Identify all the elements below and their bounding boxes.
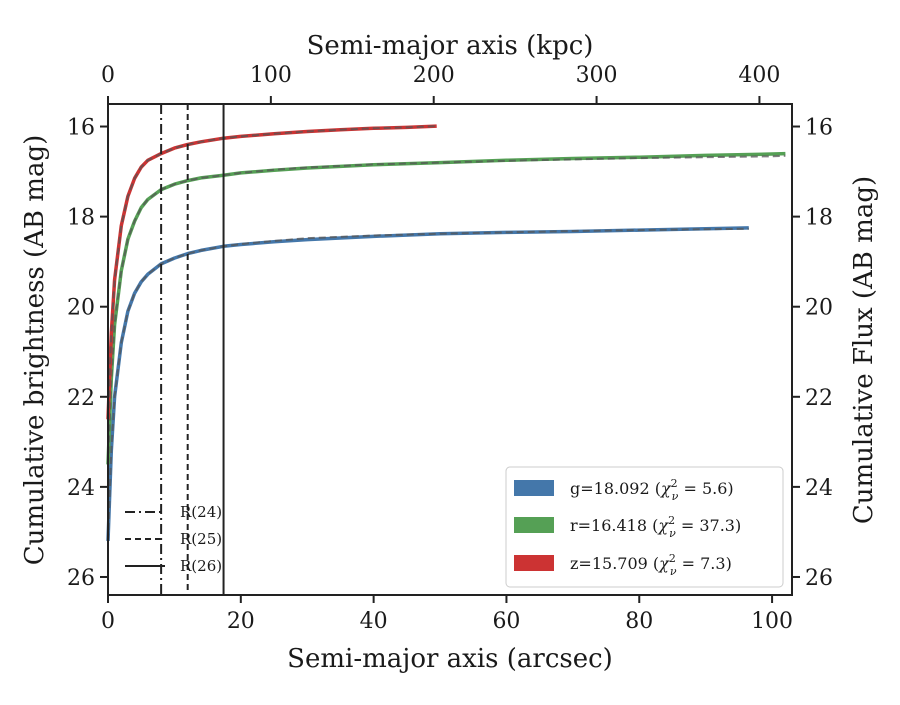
y2-tick-label: 18 [805,206,833,231]
vline-legend-r24-label: R(24) [180,503,222,521]
x2-tick-label: 0 [101,63,115,88]
y-tick-label: 26 [67,566,95,591]
y2-axis-ticks: 16 18 20 22 24 26 [792,116,833,591]
y2-tick-label: 22 [805,386,833,411]
y-axis-title: Cumulative brightness (AB mag) [20,135,50,566]
legend-swatch-g [514,480,554,496]
legend-frame [505,466,784,588]
series-layer [106,124,786,541]
y2-tick-label: 16 [805,116,833,141]
series-model-r [107,154,786,465]
x2-tick-label: 200 [413,63,455,88]
x-tick-label: 20 [227,609,255,634]
x2-axis-ticks: 0 100 200 300 400 [101,63,780,104]
x-axis-ticks: 0 20 40 60 80 100 [101,595,793,634]
x-tick-label: 40 [360,609,388,634]
series-model-g [107,227,749,541]
x2-tick-label: 100 [250,63,292,88]
y-tick-label: 16 [67,116,95,141]
x2-tick-label: 400 [738,63,780,88]
y-tick-label: 22 [67,386,95,411]
vline-legend-r26-label: R(26) [180,557,222,575]
y-tick-label: 24 [67,476,95,501]
vline-layer [160,104,225,595]
vline-legend-r25-label: R(25) [180,530,222,548]
x-tick-label: 0 [101,609,115,634]
x2-axis-title: Semi-major axis (kpc) [307,31,594,61]
series-model-z [107,125,437,420]
plot-frame [107,103,793,596]
y-tick-label: 20 [67,296,95,321]
vline-legend: R(24) R(25) R(26) [125,503,222,575]
legend-swatch-z [514,555,554,571]
x2-tick-label: 300 [576,63,618,88]
series-legend: g=18.092 (χ2 ν = 5.6) r=16.418 (χ2 ν = 37.… [505,466,784,588]
x-tick-label: 80 [625,609,653,634]
y2-axis-title: Cumulative Flux (AB mag) [849,176,879,524]
y-axis-ticks: 16 18 20 22 24 26 [67,116,108,591]
x-tick-label: 100 [751,609,793,634]
legend-label-z: z=15.709 (χ2 ν = 7.3) [570,552,732,578]
y2-tick-label: 20 [805,296,833,321]
legend-label-r: r=16.418 (χ2 ν = 37.3) [570,514,741,540]
y2-tick-label: 26 [805,566,833,591]
x-axis-title: Semi-major axis (arcsec) [287,644,613,674]
legend-swatch-r [514,517,554,533]
x-tick-label: 60 [492,609,520,634]
legend-label-g: g=18.092 (χ2 ν = 5.6) [570,477,734,503]
y-tick-label: 18 [67,206,95,231]
y2-tick-label: 24 [805,476,833,501]
